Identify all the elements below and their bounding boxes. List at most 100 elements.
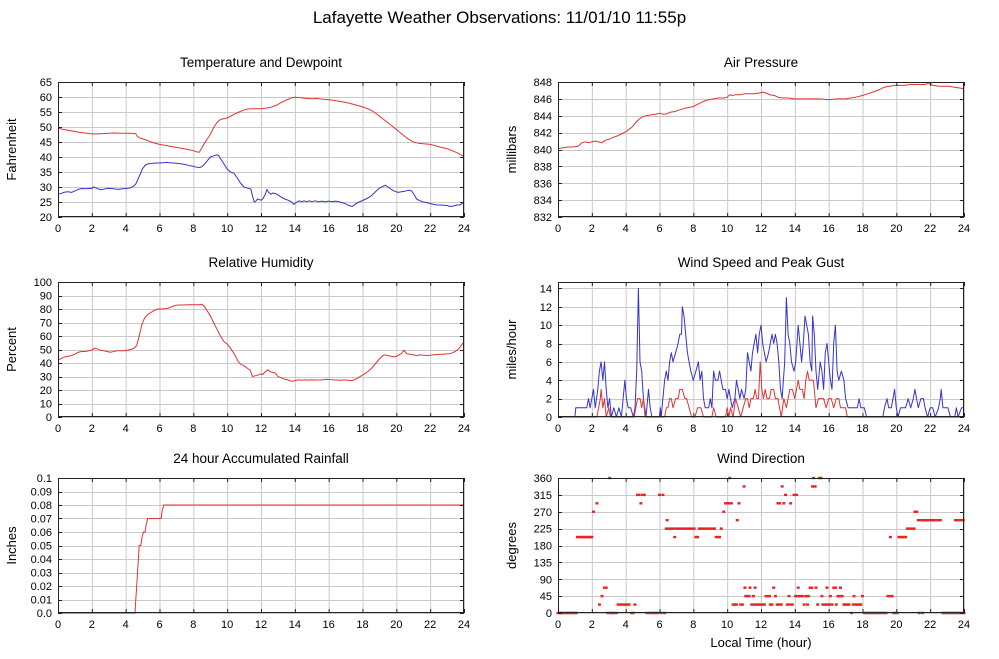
- gridlines: [558, 82, 965, 218]
- x-tick-label: 10: [721, 223, 733, 235]
- x-tick-label: 24: [458, 619, 470, 631]
- y-tick-label: 30: [40, 182, 52, 194]
- y-tick-label: 0.0: [37, 608, 52, 620]
- series-group: [57, 96, 465, 207]
- chart-title: Air Pressure: [724, 55, 798, 70]
- y-tick-label: 55: [40, 107, 52, 119]
- gridlines: [58, 282, 465, 418]
- x-tick-label: 6: [156, 423, 162, 435]
- y-tick-label: 65: [40, 77, 52, 89]
- y-tick-label: 838: [534, 161, 552, 173]
- x-tick-label: 0: [555, 223, 561, 235]
- x-tick-label: 20: [890, 423, 902, 435]
- chart-title: Wind Speed and Peak Gust: [678, 255, 845, 270]
- y-tick-label: 60: [40, 331, 52, 343]
- x-tick-label: 2: [89, 423, 95, 435]
- x-tick-label: 6: [156, 223, 162, 235]
- chart-wind-speed-gust: 0 2 4 6 8 10 12 14 0 2 4 6 8 10 12 14 16 18 20 22 24 Wind Spe…: [500, 245, 999, 445]
- x-tick-label: 16: [823, 619, 835, 631]
- rainfall-svg: 0.00.01 0.020.03 0.040.05 0.060.07 0.080.09 0…: [4, 451, 471, 631]
- y-tick-label: 45: [40, 137, 52, 149]
- tick-marks: [558, 282, 965, 418]
- chart-relative-humidity: 0 10 20 30 40 50 60 70 80 90 100 0 2 4 6 8 10 12 14 16 18 20 2…: [0, 245, 499, 445]
- chart-title: 24 hour Accumulated Rainfall: [173, 451, 349, 466]
- x-tick-label: 6: [656, 223, 662, 235]
- x-tick-label: 4: [123, 423, 129, 435]
- y-tick-label: 35: [40, 167, 52, 179]
- x-tick-label: 8: [190, 423, 196, 435]
- x-tick-label: 0: [55, 423, 61, 435]
- x-tick-label: 20: [890, 619, 902, 631]
- chart-title: Relative Humidity: [208, 255, 313, 270]
- y-tick-label: 0.03: [31, 568, 52, 580]
- x-tick-label: 24: [958, 619, 970, 631]
- chart-rainfall: 0.0 0.01 0.02 0.03 0.04 0.05 0.06 0.07 0.08 0.09 0…: [0, 441, 499, 659]
- y-tick-label: 834: [534, 195, 552, 207]
- series-group: [57, 303, 465, 382]
- y-tick-label: 270: [534, 507, 552, 519]
- x-tick-label: 4: [623, 619, 629, 631]
- y-tick-label: 30: [40, 372, 52, 384]
- x-tick-label: 18: [856, 223, 868, 235]
- y-tick-label: 315: [534, 490, 552, 502]
- x-tick-label: 12: [255, 423, 267, 435]
- tick-marks: [558, 478, 965, 614]
- y-tick-label: 70: [40, 318, 52, 330]
- x-tick-label: 8: [690, 423, 696, 435]
- y-tick-label: 0: [546, 608, 552, 620]
- chart-air-pressure: 832 834 836 838 840 842 844 846 848 0 2 4 6 8 10 12 14 16…: [500, 45, 999, 245]
- x-tick-label: 12: [755, 223, 767, 235]
- y-axis-label: degrees: [504, 522, 519, 569]
- y-tick-label: 8: [546, 339, 552, 351]
- y-tick-label: 25: [40, 197, 52, 209]
- series-group: [58, 504, 464, 614]
- y-tick-label: 50: [40, 345, 52, 357]
- x-tick-label: 10: [721, 619, 733, 631]
- x-tick-label: 10: [721, 423, 733, 435]
- x-tick-label: 8: [190, 619, 196, 631]
- y-tick-label: 844: [534, 111, 552, 123]
- y-tick-label: 0.04: [31, 554, 52, 566]
- y-tick-label: 0.07: [31, 514, 52, 526]
- axis-tick-labels: 0.00.01 0.020.03 0.040.05 0.060.07 0.080.09 0…: [31, 473, 471, 631]
- y-tick-label: 60: [40, 92, 52, 104]
- x-tick-label: 14: [789, 223, 801, 235]
- x-tick-label: 16: [323, 423, 335, 435]
- y-tick-label: 10: [540, 320, 552, 332]
- x-tick-label: 12: [755, 619, 767, 631]
- y-tick-label: 90: [540, 574, 552, 586]
- x-tick-label: 12: [755, 423, 767, 435]
- x-tick-label: 18: [356, 223, 368, 235]
- y-tick-label: 20: [40, 385, 52, 397]
- x-tick-label: 24: [458, 423, 470, 435]
- x-tick-label: 0: [55, 619, 61, 631]
- x-tick-label: 2: [589, 223, 595, 235]
- y-tick-label: 2: [546, 394, 552, 406]
- y-tick-label: 14: [540, 283, 552, 295]
- tick-marks: [58, 478, 465, 614]
- x-tick-label: 6: [656, 619, 662, 631]
- y-tick-label: 80: [40, 304, 52, 316]
- y-tick-label: 0: [546, 412, 552, 424]
- tick-marks: [58, 282, 465, 418]
- x-tick-label: 16: [823, 423, 835, 435]
- x-tick-label: 4: [123, 619, 129, 631]
- y-tick-label: 848: [534, 77, 552, 89]
- x-tick-label: 20: [890, 223, 902, 235]
- gridlines: [558, 478, 965, 614]
- x-tick-label: 14: [289, 619, 301, 631]
- chart-title: Wind Direction: [717, 451, 805, 466]
- x-tick-label: 8: [690, 619, 696, 631]
- y-tick-label: 10: [40, 399, 52, 411]
- x-tick-label: 10: [221, 619, 233, 631]
- y-tick-label: 225: [534, 524, 552, 536]
- chart-wind-direction: 0 45 90 135 180 225 270 315 360 0 2 4 6 8 10 12 14 16 18 20…: [500, 441, 999, 659]
- y-tick-label: 6: [546, 357, 552, 369]
